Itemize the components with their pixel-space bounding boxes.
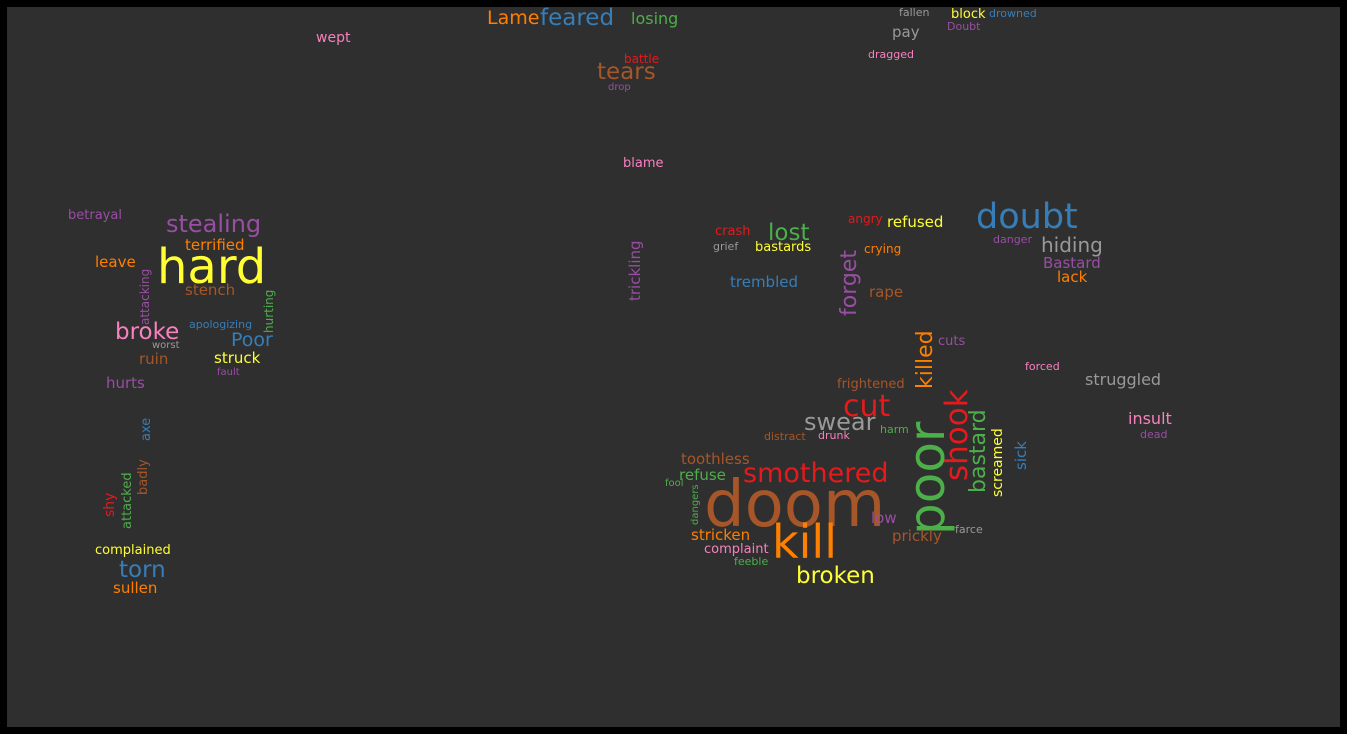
word-complaint: complaint xyxy=(704,542,769,557)
word-ruin: ruin xyxy=(139,350,169,368)
word-farce: farce xyxy=(955,523,983,536)
word-drop: drop xyxy=(608,82,631,93)
word-battle: battle xyxy=(624,52,660,66)
word-losing: losing xyxy=(631,9,679,28)
word-refuse: refuse xyxy=(679,466,726,484)
word-badly: badly xyxy=(136,459,151,495)
word-shy: shy xyxy=(102,492,118,517)
word-toothless: toothless xyxy=(681,450,750,468)
word-grief: grief xyxy=(713,240,739,253)
word-fault: fault xyxy=(217,367,240,378)
word-dangers: dangers xyxy=(690,484,701,525)
word-bastard-cap: Bastard xyxy=(1043,254,1101,272)
word-attacking: attacking xyxy=(138,268,152,325)
word-feared: feared xyxy=(540,7,615,31)
word-betrayal: betrayal xyxy=(68,208,122,223)
word-cut: cut xyxy=(843,389,891,424)
word-struck: struck xyxy=(214,349,261,367)
word-forced: forced xyxy=(1025,360,1060,373)
word-drowned: drowned xyxy=(989,7,1037,20)
word-angry: angry xyxy=(848,212,883,226)
word-stench: stench xyxy=(185,281,236,299)
word-dead: dead xyxy=(1140,428,1168,441)
word-hiding: hiding xyxy=(1041,233,1103,257)
word-crash: crash xyxy=(715,224,751,239)
word-cuts: cuts xyxy=(938,334,966,349)
word-frightened: frightened xyxy=(837,377,905,392)
word-swear: swear xyxy=(804,408,876,436)
word-struggled: struggled xyxy=(1085,370,1162,389)
word-torn: torn xyxy=(119,557,166,583)
word-drunk: drunk xyxy=(818,429,850,442)
word-tears: tears xyxy=(597,59,656,85)
word-sullen: sullen xyxy=(113,579,158,597)
word-hurts: hurts xyxy=(106,374,145,392)
word-lame: Lame xyxy=(487,7,540,29)
word-trickling: trickling xyxy=(626,240,644,301)
word-stealing: stealing xyxy=(166,210,262,238)
word-fool: fool xyxy=(665,478,684,489)
word-smothered: smothered xyxy=(743,458,889,489)
word-fallen: fallen xyxy=(899,7,930,19)
word-terrified: terrified xyxy=(185,236,245,254)
word-worst: worst xyxy=(152,340,180,351)
word-cloud-canvas: Lame feared losing fallen block drowned … xyxy=(7,7,1340,727)
word-dragged: dragged xyxy=(868,48,914,61)
word-bastard: bastard xyxy=(966,409,991,493)
word-sick: sick xyxy=(1012,441,1030,470)
word-complained: complained xyxy=(95,543,171,558)
word-kill: kill xyxy=(772,515,837,569)
word-harm: harm xyxy=(880,423,909,436)
word-prickly: prickly xyxy=(892,527,942,545)
word-killed: killed xyxy=(913,330,938,389)
word-attacked: attacked xyxy=(120,472,135,529)
word-wept: wept xyxy=(316,30,351,46)
word-leave: leave xyxy=(95,253,136,271)
word-doubt: doubt xyxy=(976,197,1078,237)
word-pay: pay xyxy=(892,23,920,41)
word-trembled: trembled xyxy=(730,273,798,291)
word-broken: broken xyxy=(796,563,875,589)
word-insult: insult xyxy=(1128,409,1172,428)
word-lost: lost xyxy=(768,220,810,246)
word-hard: hard xyxy=(157,239,267,295)
word-apologizing: apologizing xyxy=(189,318,253,331)
word-danger: danger xyxy=(993,233,1032,246)
word-screamed: screamed xyxy=(990,428,1006,497)
word-hurting: hurting xyxy=(262,289,276,333)
word-doom: doom xyxy=(704,468,886,542)
word-bastards: bastards xyxy=(755,240,812,255)
word-stricken: stricken xyxy=(691,526,751,544)
word-crying: crying xyxy=(864,242,902,256)
word-poor-blue: Poor xyxy=(231,329,273,351)
word-refused: refused xyxy=(887,213,944,231)
word-low: low xyxy=(871,509,897,527)
word-poor: poor xyxy=(898,421,956,535)
word-distract: distract xyxy=(764,430,806,443)
word-feeble: feeble xyxy=(734,555,769,568)
word-blame: blame xyxy=(623,156,664,171)
word-rape: rape xyxy=(869,283,904,301)
word-lack: lack xyxy=(1057,268,1088,286)
word-doubt-small: Doubt xyxy=(947,20,981,33)
word-block: block xyxy=(951,7,986,22)
word-forget: forget xyxy=(837,250,862,316)
word-broke: broke xyxy=(115,319,180,345)
word-axe: axe xyxy=(139,417,154,441)
